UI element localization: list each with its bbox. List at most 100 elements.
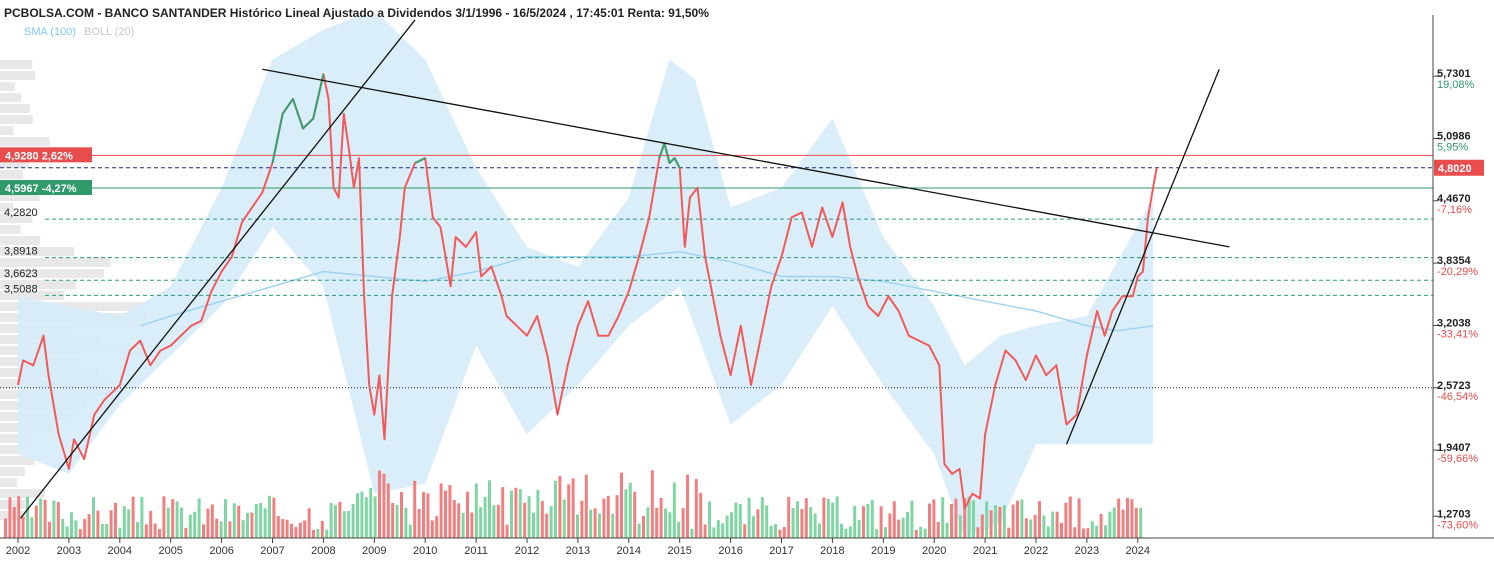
volume-bar: [294, 527, 298, 538]
volume-bar: [840, 523, 843, 538]
y-tick-label: 3,8354: [1437, 255, 1472, 267]
volume-bar: [404, 507, 408, 538]
volume-bar: [558, 475, 562, 538]
volume-bar: [1086, 528, 1090, 538]
volume-bar: [457, 503, 461, 538]
volume-bar: [378, 470, 381, 538]
volume-bar: [1095, 525, 1099, 538]
volume-bar: [52, 500, 56, 538]
volume-profile-bar: [0, 104, 30, 113]
volume-bar: [945, 522, 949, 538]
volume-bar: [430, 520, 434, 538]
volume-bar: [34, 505, 38, 538]
volume-bar: [153, 523, 157, 538]
volume-bar: [8, 497, 12, 538]
volume-bar: [576, 514, 579, 538]
volume-bar: [602, 498, 606, 538]
volume-bar: [320, 520, 324, 538]
volume-bar: [712, 527, 716, 538]
volume-bar: [928, 503, 931, 538]
volume-bar: [606, 496, 610, 538]
volume-bar: [941, 497, 945, 538]
volume-bar: [479, 507, 483, 538]
volume-bar: [593, 508, 597, 538]
volume-bar: [664, 508, 667, 538]
y-tick-percent: -7,16%: [1437, 204, 1472, 216]
volume-bar: [483, 496, 487, 538]
volume-bar: [1108, 511, 1112, 538]
x-tick-label: 2016: [718, 545, 742, 557]
volume-bar: [228, 521, 232, 538]
volume-bar: [259, 503, 263, 538]
volume-bar: [246, 512, 249, 538]
volume-bar: [1082, 528, 1085, 538]
volume-bar: [989, 510, 993, 538]
volume-bar: [17, 496, 21, 538]
volume-profile-bar: [0, 192, 40, 201]
trendline-1: [20, 19, 416, 519]
indicator-sma-label[interactable]: SMA (100): [24, 26, 76, 38]
bollinger-band: [18, 15, 1154, 538]
volume-bar: [149, 510, 153, 538]
volume-bar: [312, 529, 315, 538]
volume-bar: [382, 473, 386, 538]
x-tick-label: 2003: [57, 545, 81, 557]
trendline-2: [262, 68, 1230, 248]
x-tick-label: 2009: [362, 545, 386, 557]
volume-bar: [611, 513, 615, 538]
volume-bar: [642, 516, 645, 538]
volume-bar: [628, 483, 632, 538]
volume-bar: [408, 524, 412, 538]
indicator-boll-label[interactable]: BOLL (20): [84, 26, 134, 38]
volume-bar: [1104, 525, 1107, 538]
volume-bar: [426, 493, 430, 538]
y-tick-percent: -73,60%: [1437, 519, 1478, 531]
volume-bar: [4, 518, 7, 538]
volume-bar: [536, 489, 540, 538]
volume-bar: [118, 527, 122, 538]
volume-bar: [1033, 514, 1037, 538]
x-tick-label: 2004: [108, 545, 132, 557]
volume-bar: [1011, 504, 1015, 538]
volume-bar: [725, 515, 729, 538]
volume-bar: [879, 506, 883, 538]
volume-bar: [985, 501, 989, 538]
y-tick-percent: -46,54%: [1437, 391, 1478, 403]
volume-bar: [681, 508, 685, 538]
volume-profile-bar: [0, 445, 21, 454]
volume-bar: [760, 497, 764, 538]
last-price-label: 4,8020: [1438, 163, 1472, 175]
x-tick-label: 2007: [260, 545, 284, 557]
volume-bar: [523, 502, 527, 538]
y-tick-label: 5,0986: [1437, 130, 1471, 142]
volume-bar: [562, 499, 566, 538]
volume-bar: [1126, 497, 1129, 538]
volume-bar: [633, 491, 637, 538]
y-tick-percent: 19,08%: [1437, 79, 1475, 91]
volume-bar: [347, 510, 351, 538]
volume-bar: [936, 522, 940, 538]
y-tick-percent: 5,95%: [1437, 141, 1468, 153]
volume-bar: [571, 478, 575, 538]
x-tick-label: 2018: [820, 545, 844, 557]
volume-bar: [114, 502, 117, 538]
y-tick-percent: -59,66%: [1437, 453, 1478, 465]
x-tick-label: 2019: [871, 545, 895, 557]
y-tick-label: 1,9407: [1437, 442, 1471, 454]
volume-bar: [1068, 496, 1072, 538]
volume-profile-bar: [0, 214, 33, 223]
volume-bar: [210, 504, 214, 538]
volume-bar: [140, 496, 144, 538]
volume-profile-bar: [0, 225, 21, 234]
volume-bar: [796, 501, 799, 538]
volume-bar: [1060, 522, 1063, 538]
volume-bar: [668, 512, 672, 538]
volume-bar: [549, 505, 553, 538]
volume-bar: [716, 520, 720, 538]
volume-bar: [589, 509, 593, 538]
volume-bar: [452, 500, 456, 538]
volume-bar: [809, 507, 813, 538]
volume-profile-bar: [0, 71, 36, 80]
volume-bar: [650, 470, 654, 538]
